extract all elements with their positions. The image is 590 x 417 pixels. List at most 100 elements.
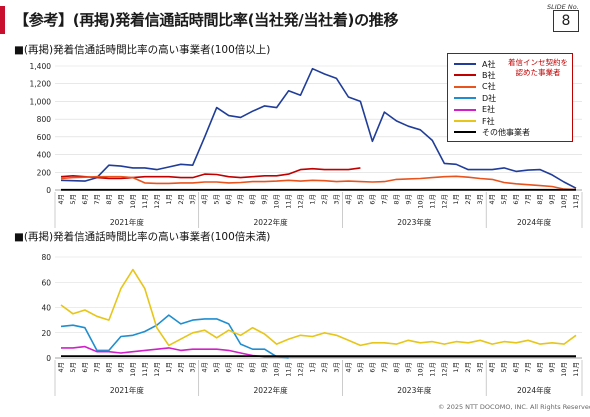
- chart-upper: 0 200 400 600 800 1,000 1,200 1,400 4月 5月 6月 7月 8月 9月…: [30, 62, 583, 228]
- y-tick-label: 1,000: [30, 97, 52, 106]
- x-tick-label: 6月: [225, 362, 233, 373]
- legend-swatch: [454, 131, 476, 134]
- x-tick-label: 5月: [500, 194, 508, 205]
- x-tick-label: 10月: [416, 362, 424, 377]
- x-tick-label: 10月: [273, 362, 281, 377]
- x-tick-label: 4月: [57, 194, 65, 205]
- x-tick-label: 7月: [237, 362, 245, 373]
- x-tick-label: 9月: [404, 194, 412, 205]
- x-tick-label: 2月: [177, 362, 185, 373]
- x-tick-label: 11月: [141, 194, 149, 209]
- x-tick-label: 4月: [344, 194, 352, 205]
- x-tick-label: 9月: [117, 362, 125, 373]
- x-tick-label: 1月: [452, 194, 460, 205]
- legend: 着信インセ契約を認めた事業者 A社 B社 C社 D社 E社 F社 その他事業者: [447, 53, 573, 142]
- year-label: 2024年度: [517, 217, 552, 227]
- x-tick-label: 9月: [548, 362, 556, 373]
- x-tick-label: 3月: [189, 194, 197, 205]
- legend-item: E社: [454, 105, 495, 115]
- x-tick-label: 10月: [560, 194, 568, 209]
- x-tick-label: 11月: [141, 362, 149, 377]
- legend-swatch: [454, 108, 476, 111]
- x-tick-label: 6月: [225, 194, 233, 205]
- legend-item: A社: [454, 59, 495, 69]
- y-tick-label: 60: [41, 278, 51, 287]
- x-tick-label: 1月: [452, 362, 460, 373]
- y-tick-label: 800: [37, 115, 52, 124]
- x-tick-label: 9月: [548, 194, 556, 205]
- y-tick-label: 600: [37, 133, 52, 142]
- x-tick-label: 1月: [309, 362, 317, 373]
- x-tick-label: 2月: [464, 362, 472, 373]
- x-tick-label: 10月: [560, 362, 568, 377]
- legend-swatch: [454, 63, 476, 65]
- x-tick-label: 5月: [356, 362, 364, 373]
- x-tick-label: 6月: [368, 194, 376, 205]
- x-tick-label: 9月: [261, 194, 269, 205]
- x-tick-label: 4月: [488, 362, 496, 373]
- x-tick-label: 7月: [380, 194, 388, 205]
- x-tick-label: 3月: [332, 362, 340, 373]
- title-accent-bar: [0, 6, 5, 34]
- x-tick-label: 2月: [320, 194, 328, 205]
- x-tick-label: 5月: [500, 362, 508, 373]
- series-line: [60, 314, 289, 359]
- year-label: 2021年度: [110, 385, 145, 395]
- year-label: 2024年度: [517, 385, 552, 395]
- x-tick-label: 5月: [69, 194, 77, 205]
- copyright: © 2025 NTT DOCOMO, INC. All Rights Reser…: [438, 403, 590, 411]
- year-label: 2022年度: [254, 385, 289, 395]
- y-tick-label: 200: [37, 168, 52, 177]
- x-tick-label: 9月: [404, 362, 412, 373]
- legend-note: 着信インセ契約を認めた事業者: [508, 58, 568, 77]
- y-tick-label: 1,400: [30, 62, 52, 71]
- y-tick-label: 400: [37, 151, 52, 160]
- x-tick-label: 10月: [416, 194, 424, 209]
- series-line: [61, 345, 576, 358]
- legend-item: B社: [454, 70, 496, 80]
- legend-label: E社: [482, 105, 496, 115]
- x-tick-label: 12月: [153, 194, 161, 209]
- year-label: 2023年度: [397, 217, 432, 227]
- x-tick-label: 11月: [572, 194, 580, 209]
- legend-label: B社: [482, 70, 496, 80]
- x-tick-label: 3月: [189, 362, 197, 373]
- x-tick-label: 6月: [512, 362, 520, 373]
- chart-2-title: ■(再掲)発着信通話時間比率の高い事業者(100倍未満): [14, 231, 271, 243]
- x-tick-label: 4月: [344, 362, 352, 373]
- legend-label: C社: [482, 82, 496, 92]
- x-tick-label: 5月: [213, 362, 221, 373]
- x-tick-label: 7月: [380, 362, 388, 373]
- x-tick-label: 2月: [177, 194, 185, 205]
- legend-swatch: [454, 97, 476, 100]
- x-tick-label: 10月: [129, 194, 137, 209]
- year-label: 2022年度: [254, 217, 289, 227]
- x-tick-label: 8月: [105, 362, 113, 373]
- x-tick-label: 5月: [213, 194, 221, 205]
- legend-swatch: [454, 120, 476, 122]
- x-tick-label: 12月: [297, 194, 305, 209]
- series-line: [60, 268, 577, 347]
- x-tick-label: 4月: [57, 362, 65, 373]
- x-tick-label: 8月: [249, 362, 257, 373]
- x-tick-label: 8月: [249, 194, 257, 205]
- x-tick-label: 7月: [237, 194, 245, 205]
- x-tick-label: 8月: [105, 194, 113, 205]
- legend-label: A社: [482, 59, 496, 69]
- legend-label: その他事業者: [482, 127, 530, 137]
- x-tick-label: 6月: [512, 194, 520, 205]
- y-tick-label: 1,200: [30, 80, 52, 89]
- series-line: [60, 67, 577, 189]
- legend-item: その他事業者: [454, 127, 530, 137]
- x-tick-label: 2月: [320, 362, 328, 373]
- x-tick-label: 12月: [440, 194, 448, 209]
- x-tick-label: 11月: [428, 362, 436, 377]
- x-tick-label: 1月: [165, 194, 173, 205]
- x-tick-label: 7月: [93, 362, 101, 373]
- series-line: [60, 175, 577, 191]
- page-title: 【参考】(再掲)発着信通話時間比率(当社発/当社着)の推移: [14, 11, 399, 29]
- x-tick-label: 6月: [81, 194, 89, 205]
- legend-item: F社: [454, 116, 495, 126]
- chart-1-title: ■(再掲)発着信通話時間比率の高い事業者(100倍以上): [14, 44, 271, 56]
- x-tick-label: 7月: [524, 194, 532, 205]
